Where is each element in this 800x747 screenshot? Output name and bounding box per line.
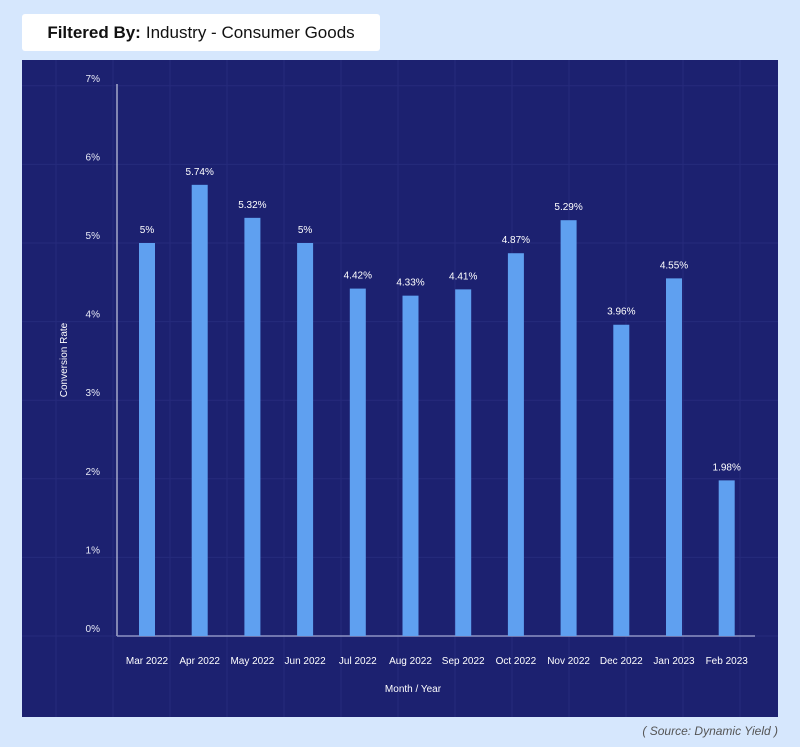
bar [349,288,366,636]
x-tick-label: Feb 2023 [706,656,749,667]
data-label: 3.96% [607,307,635,318]
data-label: 4.41% [449,271,477,282]
y-tick-label: 1% [86,545,101,556]
y-axis-title: Conversion Rate [59,322,70,397]
bar [666,278,682,636]
bar [455,289,472,636]
x-axis-title: Month / Year [385,684,442,695]
x-tick-label: May 2022 [230,656,274,667]
x-tick-label: Nov 2022 [547,656,590,667]
data-label: 4.55% [660,260,688,271]
data-label: 5.32% [238,200,266,211]
data-label: 4.33% [396,278,424,289]
bar [718,480,735,636]
x-tick-label: Jan 2023 [653,656,695,667]
data-label: 5% [298,225,313,236]
y-tick-label: 7% [86,74,101,85]
bar [507,253,524,636]
bar [402,295,419,636]
y-tick-label: 3% [86,388,101,399]
x-tick-label: Sep 2022 [442,656,485,667]
y-tick-label: 5% [86,231,101,242]
bar [297,243,314,636]
data-label: 5.29% [554,202,582,213]
x-tick-label: Jul 2022 [339,656,377,667]
y-tick-label: 0% [86,624,101,635]
bar [613,324,630,636]
x-tick-label: Aug 2022 [389,656,432,667]
x-tick-label: Apr 2022 [179,656,220,667]
y-tick-label: 4% [86,310,101,321]
filter-key: Filtered By: [47,22,141,42]
data-label: 4.42% [344,271,372,282]
x-tick-label: Oct 2022 [496,656,537,667]
bar [191,184,208,636]
x-tick-label: Mar 2022 [126,656,169,667]
data-label: 5.74% [186,167,214,178]
source-note: ( Source: Dynamic Yield ) [642,724,778,738]
bar [139,243,155,636]
filter-label: Filtered By: Industry - Consumer Goods [22,14,380,51]
bar [560,220,577,636]
y-tick-label: 6% [86,152,101,163]
bar [244,217,261,636]
data-label: 1.98% [713,462,741,473]
filter-value: Industry - Consumer Goods [145,22,355,42]
x-tick-label: Jun 2022 [285,656,327,667]
data-label: 5% [140,225,155,236]
x-tick-label: Dec 2022 [600,656,643,667]
data-label: 4.87% [502,235,530,246]
y-tick-label: 2% [86,467,101,478]
